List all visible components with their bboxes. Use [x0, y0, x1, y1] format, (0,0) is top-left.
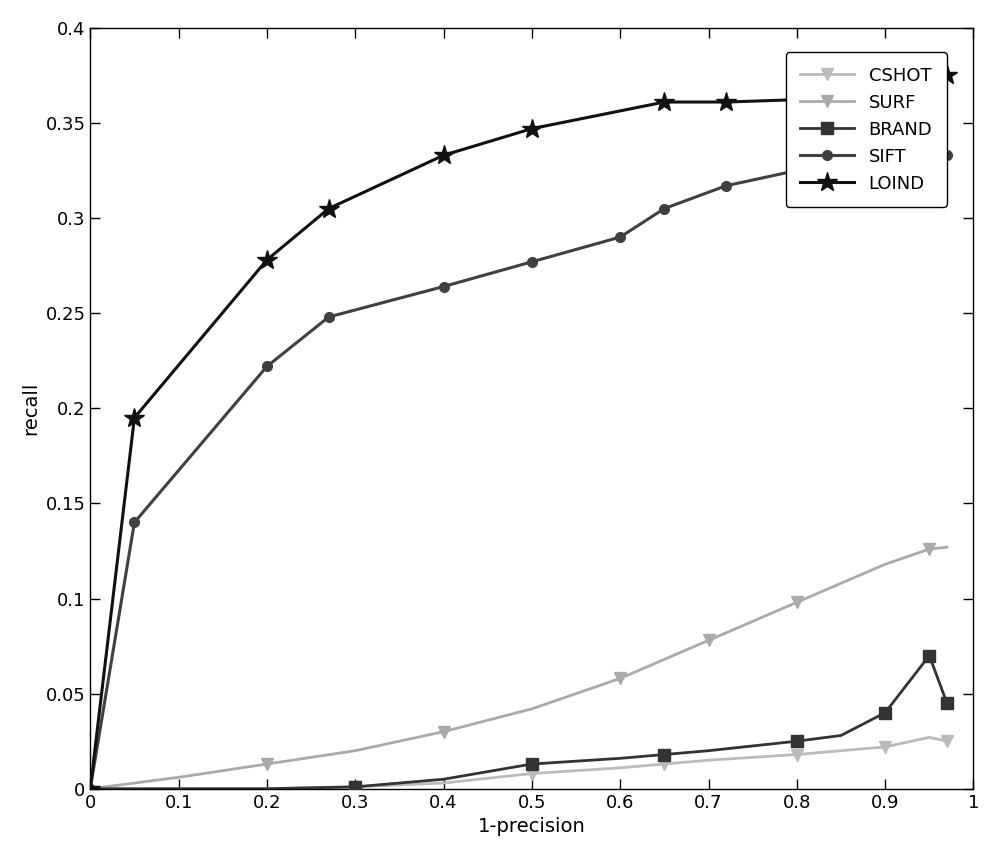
- CSHOT: [261, 783, 273, 794]
- CSHOT: [128, 783, 140, 794]
- LOIND: [84, 783, 96, 794]
- SIFT: [526, 257, 538, 267]
- SIFT: [614, 232, 626, 243]
- Y-axis label: recall: recall: [21, 381, 40, 435]
- CSHOT: [614, 763, 626, 773]
- LOIND: [941, 70, 953, 81]
- SIFT: [128, 518, 140, 528]
- SIFT: [658, 203, 670, 213]
- BRAND: [879, 708, 891, 718]
- SURF: [261, 759, 273, 770]
- CSHOT: [923, 732, 935, 742]
- Legend: CSHOT, SURF, BRAND, SIFT, LOIND: CSHOT, SURF, BRAND, SIFT, LOIND: [786, 52, 947, 207]
- CSHOT: [879, 742, 891, 752]
- CSHOT: [941, 736, 953, 746]
- BRAND: [835, 730, 847, 740]
- BRAND: [923, 650, 935, 661]
- SIFT: [941, 150, 953, 160]
- SURF: [614, 674, 626, 684]
- BRAND: [791, 736, 803, 746]
- SURF: [658, 654, 670, 664]
- SURF: [173, 772, 185, 782]
- SIFT: [261, 362, 273, 372]
- LOIND: [835, 93, 847, 104]
- CSHOT: [349, 782, 361, 792]
- Line: SURF: SURF: [84, 541, 953, 795]
- SURF: [747, 616, 759, 626]
- BRAND: [614, 753, 626, 764]
- Line: LOIND: LOIND: [80, 65, 957, 800]
- SIFT: [720, 181, 732, 191]
- BRAND: [84, 783, 96, 794]
- SIFT: [438, 281, 450, 291]
- SURF: [879, 559, 891, 569]
- LOIND: [897, 80, 909, 90]
- LOIND: [720, 97, 732, 107]
- LOIND: [323, 203, 335, 213]
- SURF: [941, 542, 953, 552]
- LOIND: [128, 413, 140, 423]
- BRAND: [941, 698, 953, 708]
- BRAND: [438, 774, 450, 784]
- SURF: [791, 597, 803, 608]
- Line: SIFT: SIFT: [85, 151, 952, 794]
- SURF: [703, 635, 715, 645]
- SURF: [84, 783, 96, 794]
- CSHOT: [84, 783, 96, 794]
- BRAND: [349, 782, 361, 792]
- LOIND: [658, 97, 670, 107]
- SURF: [349, 746, 361, 756]
- CSHOT: [791, 749, 803, 759]
- BRAND: [526, 759, 538, 770]
- SURF: [438, 727, 450, 737]
- CSHOT: [658, 759, 670, 770]
- SIFT: [84, 783, 96, 794]
- SURF: [128, 778, 140, 788]
- SURF: [835, 578, 847, 589]
- CSHOT: [835, 746, 847, 756]
- LOIND: [438, 150, 450, 160]
- CSHOT: [173, 783, 185, 794]
- LOIND: [261, 255, 273, 265]
- LOIND: [526, 123, 538, 134]
- BRAND: [128, 783, 140, 794]
- SURF: [526, 704, 538, 714]
- SIFT: [835, 156, 847, 166]
- SURF: [923, 544, 935, 554]
- SIFT: [897, 150, 909, 160]
- Line: CSHOT: CSHOT: [84, 731, 953, 795]
- CSHOT: [438, 778, 450, 788]
- CSHOT: [526, 769, 538, 779]
- BRAND: [173, 783, 185, 794]
- X-axis label: 1-precision: 1-precision: [478, 818, 586, 836]
- BRAND: [703, 746, 715, 756]
- Line: BRAND: BRAND: [84, 650, 953, 795]
- CSHOT: [703, 755, 715, 765]
- SIFT: [323, 312, 335, 322]
- BRAND: [658, 749, 670, 759]
- BRAND: [261, 783, 273, 794]
